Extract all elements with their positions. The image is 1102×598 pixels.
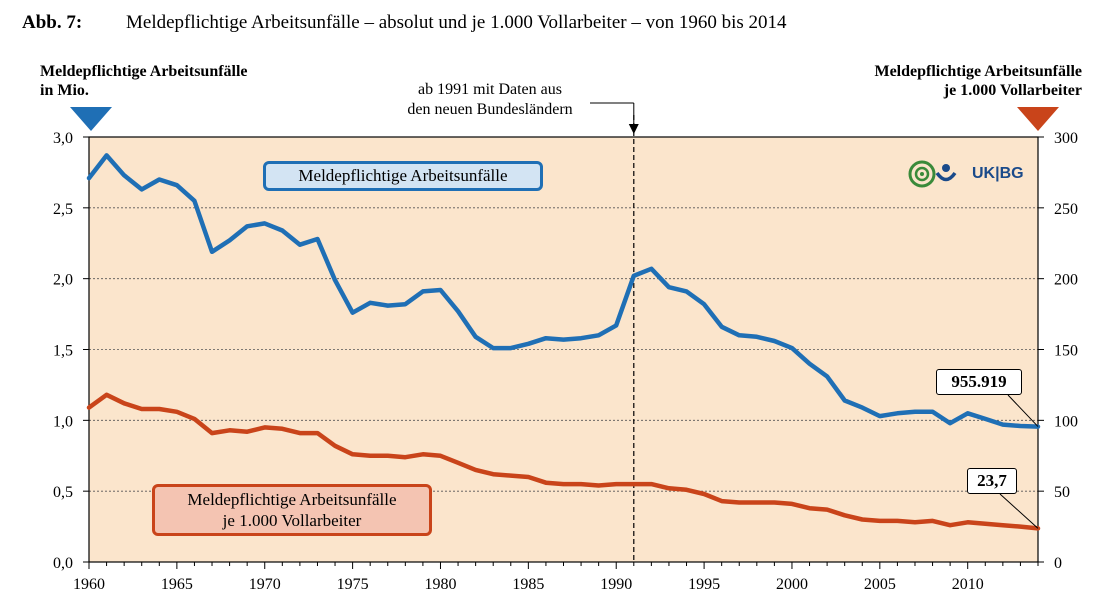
legend-per-1000: Meldepflichtige Arbeitsunfälle je 1.000 … — [152, 484, 432, 536]
left-axis-heading: Meldepflichtige Arbeitsunfälle in Mio. — [40, 62, 248, 100]
x-tick-label: 1980 — [424, 576, 456, 593]
figure-title: Abb. 7: Meldepflichtige Arbeitsunfälle – … — [22, 12, 787, 34]
x-tick-label: 1960 — [73, 576, 105, 593]
reunification-note: ab 1991 mit Daten aus den neuen Bundeslä… — [370, 80, 610, 120]
legend-per-1000-line1: Meldepflichtige Arbeitsunfälle — [187, 490, 397, 509]
ukbg-logo: UK|BG — [908, 160, 1024, 188]
pointer-absolute — [1007, 394, 1039, 427]
x-axis-ticks: 1960 1965 1970 1975 1980 1985 1990 1995 2000 2005… — [73, 562, 1039, 593]
right-axis-heading-line2: je 1.000 Vollarbeiter — [943, 82, 1082, 99]
reunification-note-line2: den neuen Bundesländern — [407, 101, 573, 118]
series-line-absolute — [86, 153, 1041, 429]
left-axis-heading-line1: Meldepflichtige Arbeitsunfälle — [40, 63, 248, 80]
x-tick-label: 2000 — [776, 576, 808, 593]
series-line-per-1000 — [86, 392, 1041, 531]
right-axis-heading-line1: Meldepflichtige Arbeitsunfälle — [874, 63, 1082, 80]
reunification-note-line1: ab 1991 mit Daten aus — [418, 81, 562, 98]
figure-title-text: Meldepflichtige Arbeitsunfälle – absolut… — [126, 12, 787, 33]
left-tick-label: 0,5 — [53, 484, 73, 501]
right-tick-label: 150 — [1054, 343, 1078, 360]
x-tick-label: 1995 — [688, 576, 720, 593]
end-value-absolute: 955.919 — [936, 369, 1022, 395]
left-tick-label: 1,5 — [53, 343, 73, 360]
right-tick-label: 300 — [1054, 130, 1078, 147]
figure-number: Abb. 7: — [22, 12, 83, 33]
ukbg-logo-icon — [908, 160, 957, 188]
right-tick-label: 50 — [1054, 484, 1070, 501]
ukbg-logo-text: UK|BG — [972, 165, 1024, 182]
x-tick-label: 2010 — [952, 576, 984, 593]
right-tick-label: 0 — [1054, 555, 1062, 572]
left-tick-label: 1,0 — [53, 413, 73, 430]
end-value-per-1000: 23,7 — [967, 468, 1017, 494]
x-tick-label: 1965 — [161, 576, 193, 593]
x-tick-label: 1985 — [512, 576, 544, 593]
left-tick-label: 0,0 — [53, 555, 73, 572]
left-tick-label: 3,0 — [53, 130, 73, 147]
right-axis-heading: Meldepflichtige Arbeitsunfälle je 1.000 … — [874, 62, 1082, 100]
right-axis-ticks: 0 50 100 150 200 250 300 — [1038, 130, 1078, 572]
x-tick-label: 1975 — [337, 576, 369, 593]
left-tick-label: 2,5 — [53, 201, 73, 218]
reunification-marker — [590, 102, 639, 562]
right-axis-triangle-icon — [1017, 107, 1059, 131]
right-tick-label: 250 — [1054, 201, 1078, 218]
x-tick-label: 1990 — [600, 576, 632, 593]
pointer-per-1000 — [999, 493, 1039, 529]
left-tick-label: 2,0 — [53, 272, 73, 289]
left-axis-triangle-icon — [70, 107, 112, 131]
arrow-down-icon — [628, 124, 639, 134]
right-tick-label: 100 — [1054, 413, 1078, 430]
legend-absolute: Meldepflichtige Arbeitsunfälle — [263, 161, 543, 191]
end-label-pointers — [999, 394, 1039, 529]
x-tick-label: 2005 — [864, 576, 896, 593]
x-tick-label: 1970 — [249, 576, 281, 593]
series-layer — [86, 153, 1041, 531]
left-axis-ticks: 0,0 0,5 1,0 1,5 2,0 2,5 3,0 — [53, 130, 89, 572]
left-axis-heading-line2: in Mio. — [40, 82, 89, 99]
right-tick-label: 200 — [1054, 272, 1078, 289]
legend-per-1000-line2: je 1.000 Vollarbeiter — [222, 511, 362, 530]
